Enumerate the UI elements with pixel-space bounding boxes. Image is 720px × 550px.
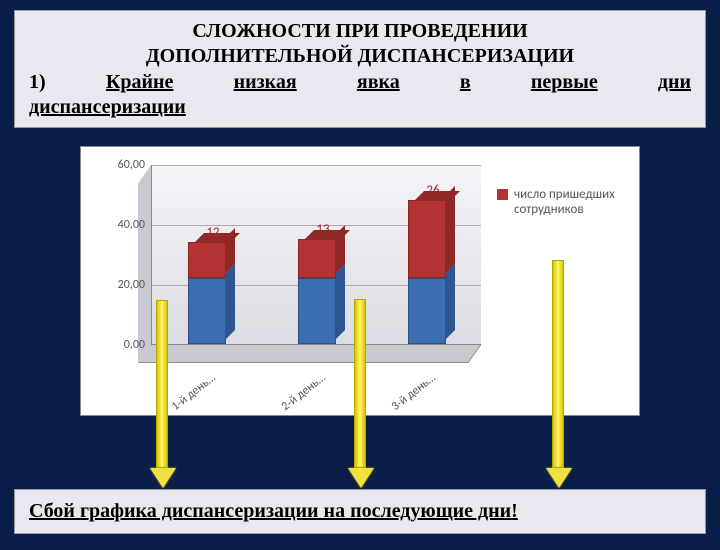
arrow-2 bbox=[348, 299, 372, 488]
sub-w1: Крайне bbox=[106, 71, 174, 93]
y-axis-label: 40,00 bbox=[101, 218, 145, 232]
bar-red: 12 bbox=[188, 242, 226, 278]
bar-group: 12 bbox=[188, 242, 226, 344]
bar-group: 26 bbox=[408, 200, 446, 344]
bar-blue bbox=[298, 278, 336, 344]
header-box: СЛОЖНОСТИ ПРИ ПРОВЕДЕНИИ ДОПОЛНИТЕЛЬНОЙ … bbox=[14, 10, 706, 128]
x-axis-label: 1-й день… bbox=[169, 371, 218, 414]
y-axis-label: 60,00 bbox=[101, 158, 145, 172]
title-line2: ДОПОЛНИТЕЛЬНОЙ ДИСПАНСЕРИЗАЦИИ bbox=[146, 45, 574, 67]
subtitle-line2: диспансеризации bbox=[29, 96, 186, 118]
x-axis-label: 2-й день… bbox=[279, 371, 328, 414]
sub-w6: дни bbox=[658, 71, 691, 93]
plot-area: 12 13 26 bbox=[151, 165, 481, 345]
sub-w5: первые bbox=[531, 71, 598, 93]
footer-box: Сбой графика диспансеризации на последую… bbox=[14, 489, 706, 534]
y-axis-label: 20,00 bbox=[101, 278, 145, 292]
gridline bbox=[152, 165, 481, 166]
arrow-1 bbox=[150, 300, 174, 488]
legend-label: число пришедших сотрудников bbox=[514, 187, 627, 217]
x-axis-label: 3-й день… bbox=[389, 371, 438, 414]
bar-group: 13 bbox=[298, 239, 336, 344]
bar-red: 26 bbox=[408, 200, 446, 278]
bar-value-label: 13 bbox=[305, 222, 341, 237]
subtitle-line1: 1) Крайне низкая явка в первые дни bbox=[29, 71, 691, 94]
chart-floor bbox=[138, 345, 481, 363]
arrow-3 bbox=[546, 260, 570, 488]
bar-blue bbox=[408, 278, 446, 344]
y-axis-label: 0,00 bbox=[101, 338, 145, 352]
bar-value-label: 26 bbox=[415, 183, 451, 198]
bar-blue bbox=[188, 278, 226, 344]
sub-w2: низкая bbox=[234, 71, 297, 93]
page-title: СЛОЖНОСТИ ПРИ ПРОВЕДЕНИИ ДОПОЛНИТЕЛЬНОЙ … bbox=[29, 19, 691, 69]
bar-value-label: 12 bbox=[195, 225, 231, 240]
footer-text: Сбой графика диспансеризации на последую… bbox=[29, 500, 518, 522]
legend-patch-red bbox=[497, 189, 508, 200]
sub-w3: явка bbox=[357, 71, 400, 93]
legend: число пришедших сотрудников bbox=[497, 187, 627, 217]
sub-w4: в bbox=[460, 71, 471, 93]
title-line1: СЛОЖНОСТИ ПРИ ПРОВЕДЕНИИ bbox=[192, 20, 527, 42]
bar-red: 13 bbox=[298, 239, 336, 278]
sub-num: 1) bbox=[29, 71, 46, 93]
